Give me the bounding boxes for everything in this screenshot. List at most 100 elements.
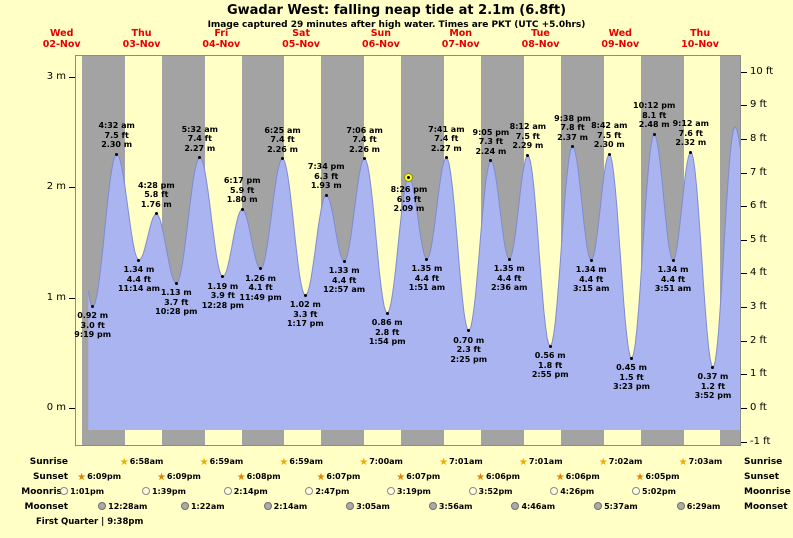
- moonset-row-label-right: Moonset: [744, 502, 788, 512]
- low-tide-dot: [548, 344, 552, 348]
- low-tide-label: 0.45 m 1.5 ft 3:23 pm: [613, 363, 650, 392]
- y-axis-label-right: 4 ft: [750, 267, 767, 279]
- low-tide-label: 1.35 m 4.4 ft 2:36 am: [491, 264, 528, 293]
- y-axis-tick-left: [69, 297, 75, 299]
- high-tide-dot: [607, 152, 611, 156]
- low-tide-dot: [385, 311, 389, 315]
- moonrise-icon: [550, 487, 559, 495]
- sunrise-time: ★7:02am: [598, 457, 643, 468]
- moonrise-time: 2:47pm: [305, 486, 349, 498]
- low-tide-dot: [507, 257, 511, 261]
- sunset-time: ★6:06pm: [475, 472, 520, 483]
- high-tide-dot: [689, 150, 693, 154]
- high-tide-label: 4:28 pm 5.8 ft 1.76 m: [137, 180, 175, 209]
- moonset-icon: [98, 502, 107, 510]
- low-tide-dot: [711, 365, 715, 369]
- moonrise-time: 2:14pm: [223, 486, 268, 498]
- low-tide-label: 0.92 m 3.0 ft 9:19 pm: [74, 311, 112, 340]
- high-tide-dot: [115, 152, 119, 156]
- y-axis-tick-right: [741, 340, 747, 342]
- low-tide-dot: [425, 257, 429, 261]
- y-axis-tick-left: [69, 77, 75, 78]
- moonset-time: 1:22am: [180, 501, 225, 513]
- high-tide-label: 6:17 pm 5.9 ft 1.80 m: [223, 176, 261, 205]
- low-tide-dot: [137, 258, 141, 262]
- moonset-time: 2:14am: [263, 501, 307, 513]
- sunrise-icon: ★: [199, 457, 209, 468]
- moonset-time: 3:05am: [346, 501, 390, 513]
- moonrise-time: 3:19pm: [386, 486, 431, 498]
- low-tide-label: 0.86 m 2.8 ft 1:54 pm: [368, 318, 406, 347]
- sunset-row-label-right: Sunset: [744, 472, 780, 482]
- high-tide-label: 8:26 pm 6.9 ft 2.09 m: [390, 185, 428, 214]
- moonrise-icon: [223, 487, 232, 495]
- high-tide-label: 8:12 am 7.5 ft 2.29 m: [509, 122, 547, 151]
- y-axis-label-left: 1 m: [46, 291, 66, 303]
- sunrise-icon: ★: [119, 457, 129, 468]
- y-axis-tick-right: [741, 71, 747, 73]
- sunrise-time: ★6:59am: [199, 457, 244, 468]
- sunrise-time: ★6:58am: [119, 457, 164, 468]
- high-tide-label: 7:34 pm 6.3 ft 1.93 m: [307, 162, 345, 191]
- y-axis-label-right: 3 ft: [750, 301, 767, 313]
- moonset-icon: [511, 502, 520, 510]
- low-tide-label: 1.33 m 4.4 ft 12:57 am: [323, 266, 366, 295]
- y-axis-tick-right: [741, 307, 747, 309]
- sunrise-icon: ★: [439, 457, 449, 468]
- moonrise-time: 5:02pm: [632, 486, 676, 498]
- y-axis-tick-right: [741, 105, 747, 107]
- moonrise-time: 1:01pm: [60, 486, 104, 498]
- y-axis-label-right: 5 ft: [750, 233, 767, 245]
- moonset-icon: [594, 502, 603, 510]
- sunset-icon: ★: [635, 472, 645, 483]
- low-tide-label: 1.26 m 4.1 ft 11:49 pm: [239, 273, 282, 302]
- y-axis-label-right: 1 ft: [750, 368, 767, 380]
- moonrise-time: 4:26pm: [550, 486, 594, 498]
- high-tide-dot: [571, 145, 575, 149]
- plot-frame: [75, 55, 741, 446]
- moonset-time: 3:56am: [428, 501, 473, 513]
- y-axis-tick-right: [741, 273, 747, 275]
- y-axis-label-left: 0 m: [46, 402, 66, 413]
- moonrise-icon: [141, 487, 150, 495]
- day-label: Thu 10-Nov: [681, 28, 720, 50]
- sunset-time: ★6:07pm: [396, 472, 441, 483]
- sunset-time: ★6:07pm: [316, 472, 361, 483]
- high-tide-label: 6:25 am 7.4 ft 2.26 m: [264, 125, 301, 154]
- day-label: Wed 09-Nov: [601, 28, 640, 50]
- low-tide-label: 1.34 m 4.4 ft 11:14 am: [117, 265, 160, 294]
- sunrise-time: ★7:01am: [439, 457, 483, 468]
- high-tide-label: 8:42 am 7.5 ft 2.30 m: [591, 121, 628, 150]
- y-axis-label-right: 8 ft: [750, 132, 767, 144]
- sunset-time: ★6:09pm: [156, 472, 201, 483]
- high-tide-dot: [526, 153, 530, 157]
- moonset-time: 6:29am: [676, 501, 720, 513]
- sunset-time: ★6:05pm: [635, 472, 680, 483]
- moonset-icon: [180, 502, 189, 510]
- low-tide-dot: [259, 267, 263, 271]
- high-tide-label: 7:06 am 7.4 ft 2.26 m: [346, 125, 383, 154]
- sunset-time: ★6:09pm: [77, 472, 122, 483]
- y-axis-tick-left: [69, 408, 75, 409]
- y-axis-tick-right: [741, 374, 747, 376]
- high-tide-dot: [324, 193, 328, 197]
- high-tide-label: 5:32 am 7.4 ft 2.27 m: [181, 124, 218, 153]
- sunrise-row-label-right: Sunrise: [744, 457, 783, 467]
- sunrise-icon: ★: [279, 457, 289, 468]
- moonset-time: 4:46am: [511, 501, 555, 513]
- moonrise-icon: [60, 487, 69, 495]
- high-tide-label: 9:12 am 7.6 ft 2.32 m: [672, 119, 709, 148]
- low-tide-dot: [589, 258, 593, 262]
- high-tide-label: 10:12 pm 8.1 ft 2.48 m: [633, 101, 676, 130]
- y-axis-label-right: 6 ft: [750, 200, 767, 212]
- sunrise-time: ★6:59am: [279, 457, 324, 468]
- low-tide-dot: [91, 304, 95, 308]
- day-label: Sat 05-Nov: [282, 28, 321, 50]
- y-axis-label-right: 9 ft: [750, 99, 767, 111]
- day-label: Wed 02-Nov: [42, 28, 81, 50]
- y-axis-label-right: 2 ft: [750, 334, 767, 346]
- sunset-icon: ★: [236, 472, 246, 483]
- moonset-icon: [346, 502, 355, 510]
- low-tide-label: 0.37 m 1.2 ft 3:52 pm: [694, 372, 732, 401]
- day-label: Fri 04-Nov: [202, 28, 241, 50]
